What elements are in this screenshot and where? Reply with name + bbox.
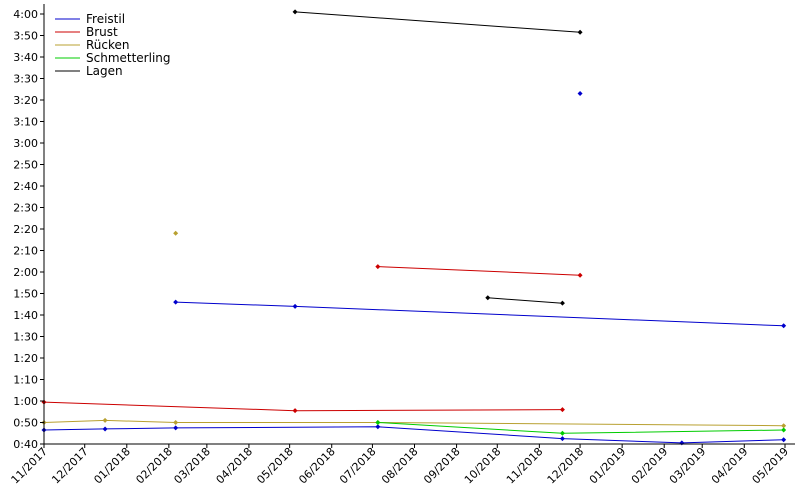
y-tick-label: 1:10 [13,374,38,387]
legend-label: Lagen [86,64,123,78]
data-point [292,9,298,15]
data-point [577,272,583,278]
series-line [43,401,563,412]
y-tick-label: 2:30 [13,202,38,215]
series-schmetterling [375,420,787,436]
legend-label: Rücken [86,38,130,52]
data-point [173,299,179,305]
series-freistil [41,91,787,446]
data-point [102,417,108,423]
y-tick-label: 1:00 [13,395,38,408]
data-point [781,323,787,329]
data-point [559,407,565,413]
x-tick-label: 03/2018 [171,445,213,487]
x-tick-label: 11/2017 [9,445,51,487]
data-point [577,29,583,35]
series-layer [41,9,787,446]
legend-item-schmetterling: Schmetterling [55,51,171,65]
x-tick-label: 08/2018 [379,445,421,487]
series-line [295,11,581,33]
y-tick-label: 3:20 [13,94,38,107]
x-tick-label: 06/2018 [296,445,338,487]
x-tick-label: 12/2018 [545,445,587,487]
data-point [781,427,787,433]
x-tick-label: 03/2019 [667,445,709,487]
y-tick-label: 1:40 [13,309,38,322]
data-point [375,420,381,425]
y-tick-label: 2:00 [13,266,38,279]
y-tick-label: 2:50 [13,159,38,172]
axes-layer: 0:40 0:50 1:00 1:10 1:20 1:30 1:40 1:50 2:00 2:10… [9,4,795,486]
data-point [173,420,179,425]
legend-label: Brust [86,25,118,39]
y-tick-label: 1:50 [13,288,38,301]
x-tick-label: 05/2018 [254,445,296,487]
series-line [175,301,784,327]
series-lagen [292,9,583,306]
data-point [559,430,565,436]
series-line [377,266,581,276]
y-tick-label: 1:20 [13,352,38,365]
x-tick-label: 09/2018 [421,445,463,487]
data-point [577,91,583,97]
legend-label: Schmetterling [86,51,171,65]
y-tick-label: 3:50 [13,30,38,43]
legend-item-freistil: Freistil [55,12,125,26]
y-tick-label: 2:10 [13,245,38,258]
data-point [781,423,787,429]
series-r-cken [41,230,787,429]
series-brust [41,264,583,414]
legend-item-lagen: Lagen [55,64,123,78]
data-point [559,300,565,306]
x-tick-label: 11/2018 [504,445,546,487]
y-tick-label: 2:20 [13,223,38,236]
data-point [292,303,298,309]
x-tick-label: 12/2017 [49,445,91,487]
x-tick-label: 02/2018 [133,445,175,487]
x-tick-label: 01/2019 [587,445,629,487]
data-point [173,425,179,431]
series-line [487,297,563,304]
data-point [102,426,108,432]
legend-item-r-cken: Rücken [55,38,130,52]
x-tick-label: 05/2019 [750,445,792,487]
data-point [485,295,491,301]
y-tick-label: 0:50 [13,417,38,430]
y-tick-label: 4:00 [13,8,38,21]
data-point [292,408,298,414]
data-point [375,424,381,430]
x-tick-label: 04/2019 [709,445,751,487]
data-point [679,440,685,446]
x-tick-label: 01/2018 [91,445,133,487]
y-tick-label: 1:30 [13,331,38,344]
x-tick-label: 10/2018 [462,445,504,487]
y-tick-label: 0:40 [13,438,38,451]
legend-item-brust: Brust [55,25,118,39]
x-tick-label: 02/2019 [629,445,671,487]
y-tick-label: 3:30 [13,73,38,86]
data-point [375,264,381,270]
x-tick-label: 04/2018 [214,445,256,487]
y-tick-label: 3:00 [13,137,38,150]
y-tick-label: 2:40 [13,180,38,193]
x-tick-label: 07/2018 [337,445,379,487]
data-point [173,230,179,236]
y-tick-label: 3:40 [13,51,38,64]
legend-label: Freistil [86,12,125,26]
y-tick-label: 3:10 [13,116,38,129]
series-line [43,426,784,444]
data-point [781,437,787,443]
data-point [559,436,565,442]
